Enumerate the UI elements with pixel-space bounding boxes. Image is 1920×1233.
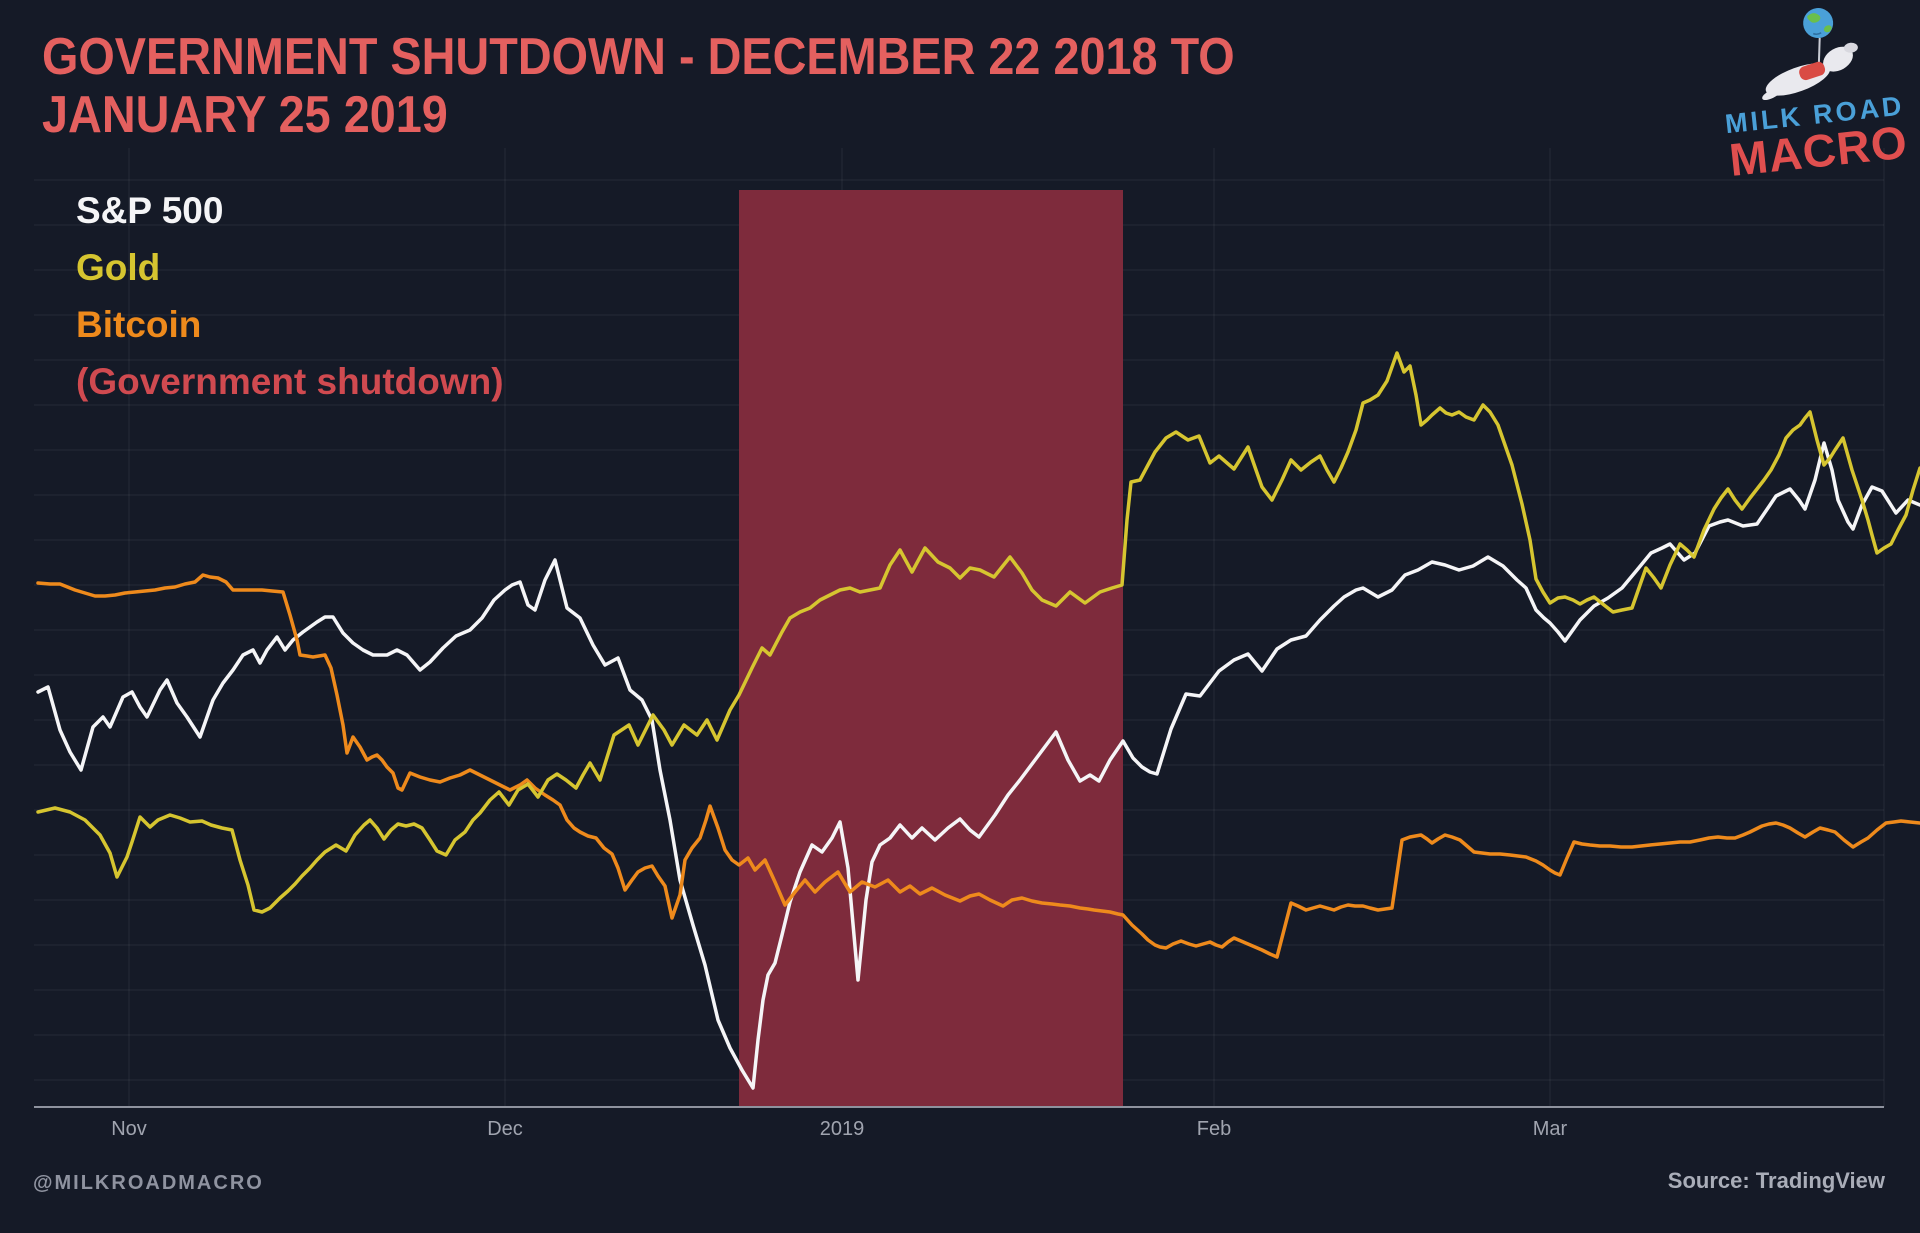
chart-title-line1: GOVERNMENT SHUTDOWN - DECEMBER 22 2018 T… bbox=[42, 28, 1235, 86]
series-line-bitcoin bbox=[36, 573, 1920, 959]
x-tick-label: Feb bbox=[1197, 1118, 1231, 1140]
x-tick-label: 2019 bbox=[820, 1118, 865, 1140]
x-tick-label: Mar bbox=[1533, 1118, 1568, 1140]
series-line-gold bbox=[36, 351, 1920, 914]
shutdown-band bbox=[739, 190, 1123, 1107]
chart-title-line2: JANUARY 25 2019 bbox=[42, 86, 448, 145]
milk-road-macro-logo: MILK ROAD MACRO bbox=[1679, 0, 1920, 204]
legend: S&P 500 Gold Bitcoin (Government shutdow… bbox=[76, 192, 504, 420]
mascot-illustration bbox=[1762, 8, 1858, 101]
chart-title: GOVERNMENT SHUTDOWN - DECEMBER 22 2018 T… bbox=[42, 28, 1235, 144]
legend-item-gold: Gold bbox=[76, 247, 161, 288]
series-line-s-p-500 bbox=[36, 441, 1920, 1090]
x-tick-label: Nov bbox=[111, 1118, 147, 1140]
source-credit: Source: TradingView bbox=[1667, 1168, 1885, 1193]
x-tick-label: Dec bbox=[487, 1118, 523, 1140]
social-handle: @MILKROADMACRO bbox=[33, 1172, 264, 1194]
legend-item-bitcoin: Bitcoin bbox=[76, 304, 202, 345]
legend-item-shutdown: (Government shutdown) bbox=[76, 361, 504, 402]
legend-item-sp500: S&P 500 bbox=[76, 190, 224, 231]
